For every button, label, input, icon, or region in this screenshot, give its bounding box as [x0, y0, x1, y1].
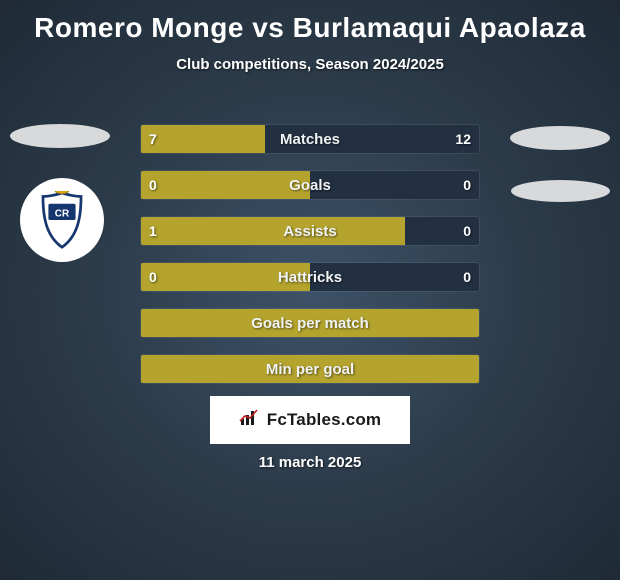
bar-goals-per-match: Goals per match — [140, 308, 480, 338]
fctables-chart-icon — [239, 409, 261, 432]
player-right-badge-placeholder-1 — [510, 126, 610, 150]
footer-logo: FcTables.com — [210, 396, 410, 444]
bar-matches-right-segment — [265, 125, 479, 153]
subtitle: Club competitions, Season 2024/2025 — [0, 56, 620, 73]
bar-assists-left-segment — [141, 217, 405, 245]
player-left-badge-placeholder — [10, 124, 110, 148]
comparison-bars: 712Matches 00Goals 10Assists 00Hattricks Goa… — [140, 124, 480, 400]
footer-logo-text: FcTables.com — [267, 410, 382, 430]
bar-assists: 10Assists — [140, 216, 480, 246]
bar-hattricks-left-segment — [141, 263, 310, 291]
page-title: Romero Monge vs Burlamaqui Apaolaza — [0, 0, 620, 44]
date-label: 11 march 2025 — [0, 454, 620, 471]
bar-assists-right-segment — [405, 217, 479, 245]
club-badge-left: CR — [20, 178, 104, 262]
bar-goals: 00Goals — [140, 170, 480, 200]
bar-goals-left-segment — [141, 171, 310, 199]
club-shield-icon: CR — [37, 191, 87, 249]
bar-hattricks: 00Hattricks — [140, 262, 480, 292]
bar-goals-per-match-left-segment — [141, 309, 479, 337]
bar-matches: 712Matches — [140, 124, 480, 154]
bar-min-per-goal-left-segment — [141, 355, 479, 383]
bar-matches-left-segment — [141, 125, 265, 153]
bar-goals-right-segment — [310, 171, 479, 199]
bar-min-per-goal: Min per goal — [140, 354, 480, 384]
svg-text:CR: CR — [55, 208, 69, 219]
player-right-badge-placeholder-2 — [511, 180, 610, 202]
bar-hattricks-right-segment — [310, 263, 479, 291]
